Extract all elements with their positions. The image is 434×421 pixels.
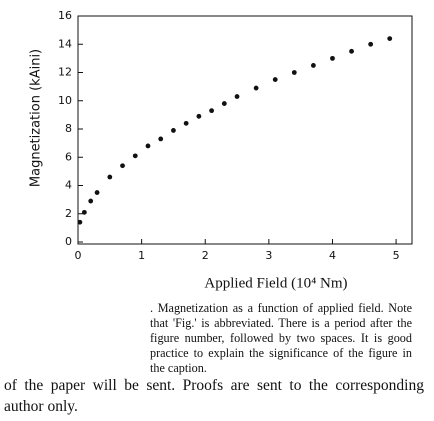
y-tick-label: 6	[65, 150, 72, 163]
x-tick-label: 0	[75, 249, 82, 262]
data-point	[145, 143, 151, 149]
y-tick-label: 12	[58, 66, 72, 79]
data-point	[88, 198, 94, 204]
data-point	[171, 128, 176, 133]
y-tick-label: 16	[58, 9, 72, 22]
y-tick-label: 0	[65, 235, 72, 248]
x-axis-label: Applied Field (10⁴ Nm)	[204, 275, 347, 291]
y-tick-label: 14	[58, 37, 72, 50]
data-point	[120, 163, 125, 169]
data-point	[196, 113, 202, 119]
data-point	[234, 94, 240, 99]
data-point	[221, 101, 227, 106]
data-point	[209, 108, 215, 114]
x-tick-label: 2	[202, 249, 209, 262]
y-axis-label: Magnetization (kAini)	[29, 49, 44, 187]
y-tick-label: 2	[65, 207, 72, 220]
x-tick-label: 3	[265, 249, 272, 262]
y-tick-label: 4	[65, 179, 72, 192]
plot-frame	[77, 15, 413, 245]
data-point	[310, 63, 316, 68]
data-point	[132, 153, 138, 159]
data-point	[183, 120, 189, 126]
y-tick-label: 10	[58, 94, 72, 107]
data-point	[94, 190, 100, 195]
data-point	[77, 219, 83, 225]
body-text: of the paper will be sent. Proofs are se…	[4, 377, 424, 415]
data-point	[387, 36, 393, 41]
x-tick-label: 1	[138, 249, 145, 262]
data-point	[253, 85, 259, 91]
data-point	[107, 174, 113, 180]
x-tick-label: 5	[393, 249, 400, 262]
data-point	[330, 55, 335, 61]
data-point	[81, 209, 87, 215]
chart: Applied Field (10⁴ Nm) Magnetization (kA…	[29, 9, 413, 291]
data-point	[368, 41, 374, 47]
data-point	[158, 136, 164, 142]
data-point	[272, 77, 278, 82]
x-tick-label: 4	[329, 249, 336, 262]
y-tick-label: 8	[65, 122, 72, 135]
figure-caption: . Magnetization as a function of applied…	[150, 301, 412, 375]
data-point	[349, 48, 354, 54]
data-point	[291, 70, 297, 75]
